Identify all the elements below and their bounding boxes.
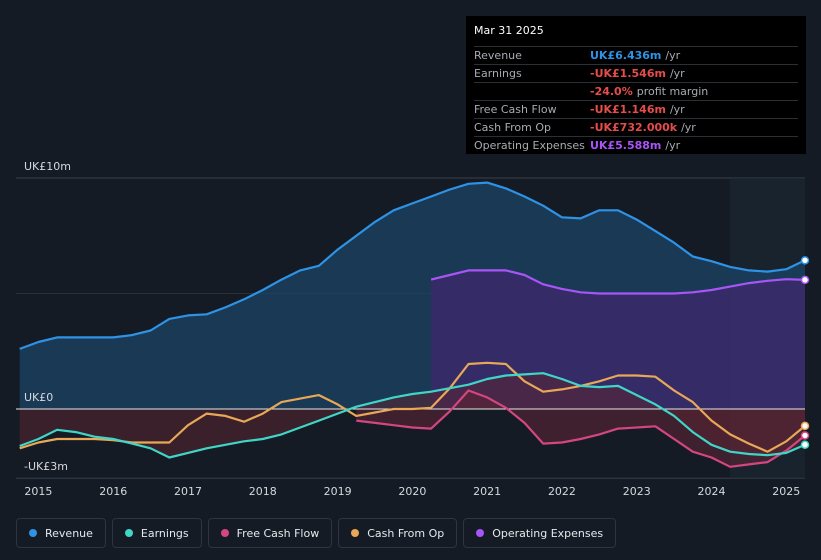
series-areas — [16, 182, 805, 467]
earnings-line — [19, 372, 806, 459]
revenue-line — [19, 181, 806, 350]
earnings-end-point — [800, 440, 810, 449]
tooltip-row-value: -UK£1.546m — [590, 67, 666, 80]
x-tick-2022: 2022 — [548, 485, 576, 498]
tooltip-row-value: -UK£1.146m — [590, 103, 666, 116]
tooltip-row-value: UK£6.436m — [590, 49, 662, 62]
y-label-bottom: -UK£3m — [24, 460, 68, 473]
y-label-top: UK£10m — [24, 160, 71, 173]
legend-item-revenue[interactable]: Revenue — [16, 518, 106, 548]
x-tick-2020: 2020 — [398, 485, 426, 498]
tooltip-row: Free Cash Flow -UK£1.146m/yr — [474, 101, 798, 119]
x-tick-2017: 2017 — [174, 485, 202, 498]
legend-label: Revenue — [45, 526, 93, 540]
x-tick-2023: 2023 — [623, 485, 651, 498]
x-tick-2025: 2025 — [772, 485, 800, 498]
x-tick-2015: 2015 — [24, 485, 52, 498]
data-tooltip: Mar 31 2025 Revenue UK£6.436m/yr Earnings -… — [466, 16, 806, 154]
tooltip-row-value: -24.0% — [590, 85, 633, 98]
tooltip-row-unit: profit margin — [636, 85, 709, 98]
legend-dot-icon — [29, 529, 37, 537]
tooltip-row-label: Free Cash Flow — [474, 103, 557, 116]
legend-label: Cash From Op — [367, 526, 445, 540]
x-tick-2016: 2016 — [99, 485, 127, 498]
tooltip-row-label: Revenue — [474, 49, 522, 62]
legend-dot-icon — [124, 529, 133, 537]
legend-item-earnings[interactable]: Earnings — [111, 518, 202, 548]
tooltip-row: -24.0% profit margin — [474, 83, 798, 101]
legend-label: Earnings — [140, 526, 189, 540]
tooltip-row: Operating Expenses UK£5.588m/yr — [474, 137, 798, 154]
free-cash-flow-end-point — [800, 431, 810, 440]
earnings-area — [19, 373, 805, 458]
tooltip-row-unit: /yr — [669, 103, 685, 116]
operating-expenses-line — [430, 269, 806, 295]
tooltip-row-label: Earnings — [474, 67, 522, 80]
legend-item-free-cash-flow[interactable]: Free Cash Flow — [207, 518, 333, 548]
x-tick-2018: 2018 — [249, 485, 277, 498]
x-tick-2019: 2019 — [324, 485, 352, 498]
tooltip-row: Cash From Op -UK£732.000k/yr — [474, 119, 798, 137]
x-tick-2021: 2021 — [473, 485, 501, 498]
tooltip-row: Earnings -UK£1.546m/yr — [474, 65, 798, 83]
cash-from-op-line — [19, 361, 806, 453]
revenue-end-point — [800, 256, 810, 265]
tooltip-row: Revenue UK£6.436m/yr — [474, 47, 798, 65]
tooltip-row-unit: /yr — [665, 139, 681, 152]
chart-legend: Revenue Earnings Free Cash Flow Cash From O… — [16, 518, 617, 548]
legend-label: Free Cash Flow — [236, 526, 320, 540]
legend-dot-icon — [351, 529, 360, 537]
tooltip-row-label: Operating Expenses — [474, 139, 585, 152]
legend-item-operating-expenses[interactable]: Operating Expenses — [463, 518, 617, 548]
legend-label: Operating Expenses — [492, 526, 604, 540]
tooltip-date: Mar 31 2025 — [474, 24, 798, 47]
tooltip-row-unit: /yr — [681, 121, 696, 134]
series-lines — [19, 181, 810, 468]
tooltip-row-label — [474, 83, 590, 100]
free-cash-flow-line — [356, 389, 806, 468]
legend-dot-icon — [476, 529, 485, 537]
x-tick-2024: 2024 — [698, 485, 726, 498]
tooltip-row-unit: /yr — [669, 67, 685, 80]
x-axis: 2015 2016 2017 2018 2019 2020 2021 2022 2023 2024… — [24, 485, 800, 498]
tooltip-row-label: Cash From Op — [474, 121, 552, 134]
legend-dot-icon — [220, 529, 229, 537]
operating-expenses-end-point — [800, 275, 810, 285]
cash-from-op-end-point — [800, 421, 810, 431]
free-cash-flow-area — [356, 390, 805, 467]
legend-item-cash-from-op[interactable]: Cash From Op — [338, 518, 458, 548]
chart-area: 2015 2016 2017 2018 2019 2020 2021 2022 2023 2024… — [16, 160, 810, 498]
y-label-zero: UK£0 — [24, 391, 53, 404]
tooltip-row-value: UK£5.588m — [590, 139, 662, 152]
tooltip-row-unit: /yr — [665, 49, 681, 62]
tooltip-row-value: -UK£732.000k — [590, 121, 678, 134]
